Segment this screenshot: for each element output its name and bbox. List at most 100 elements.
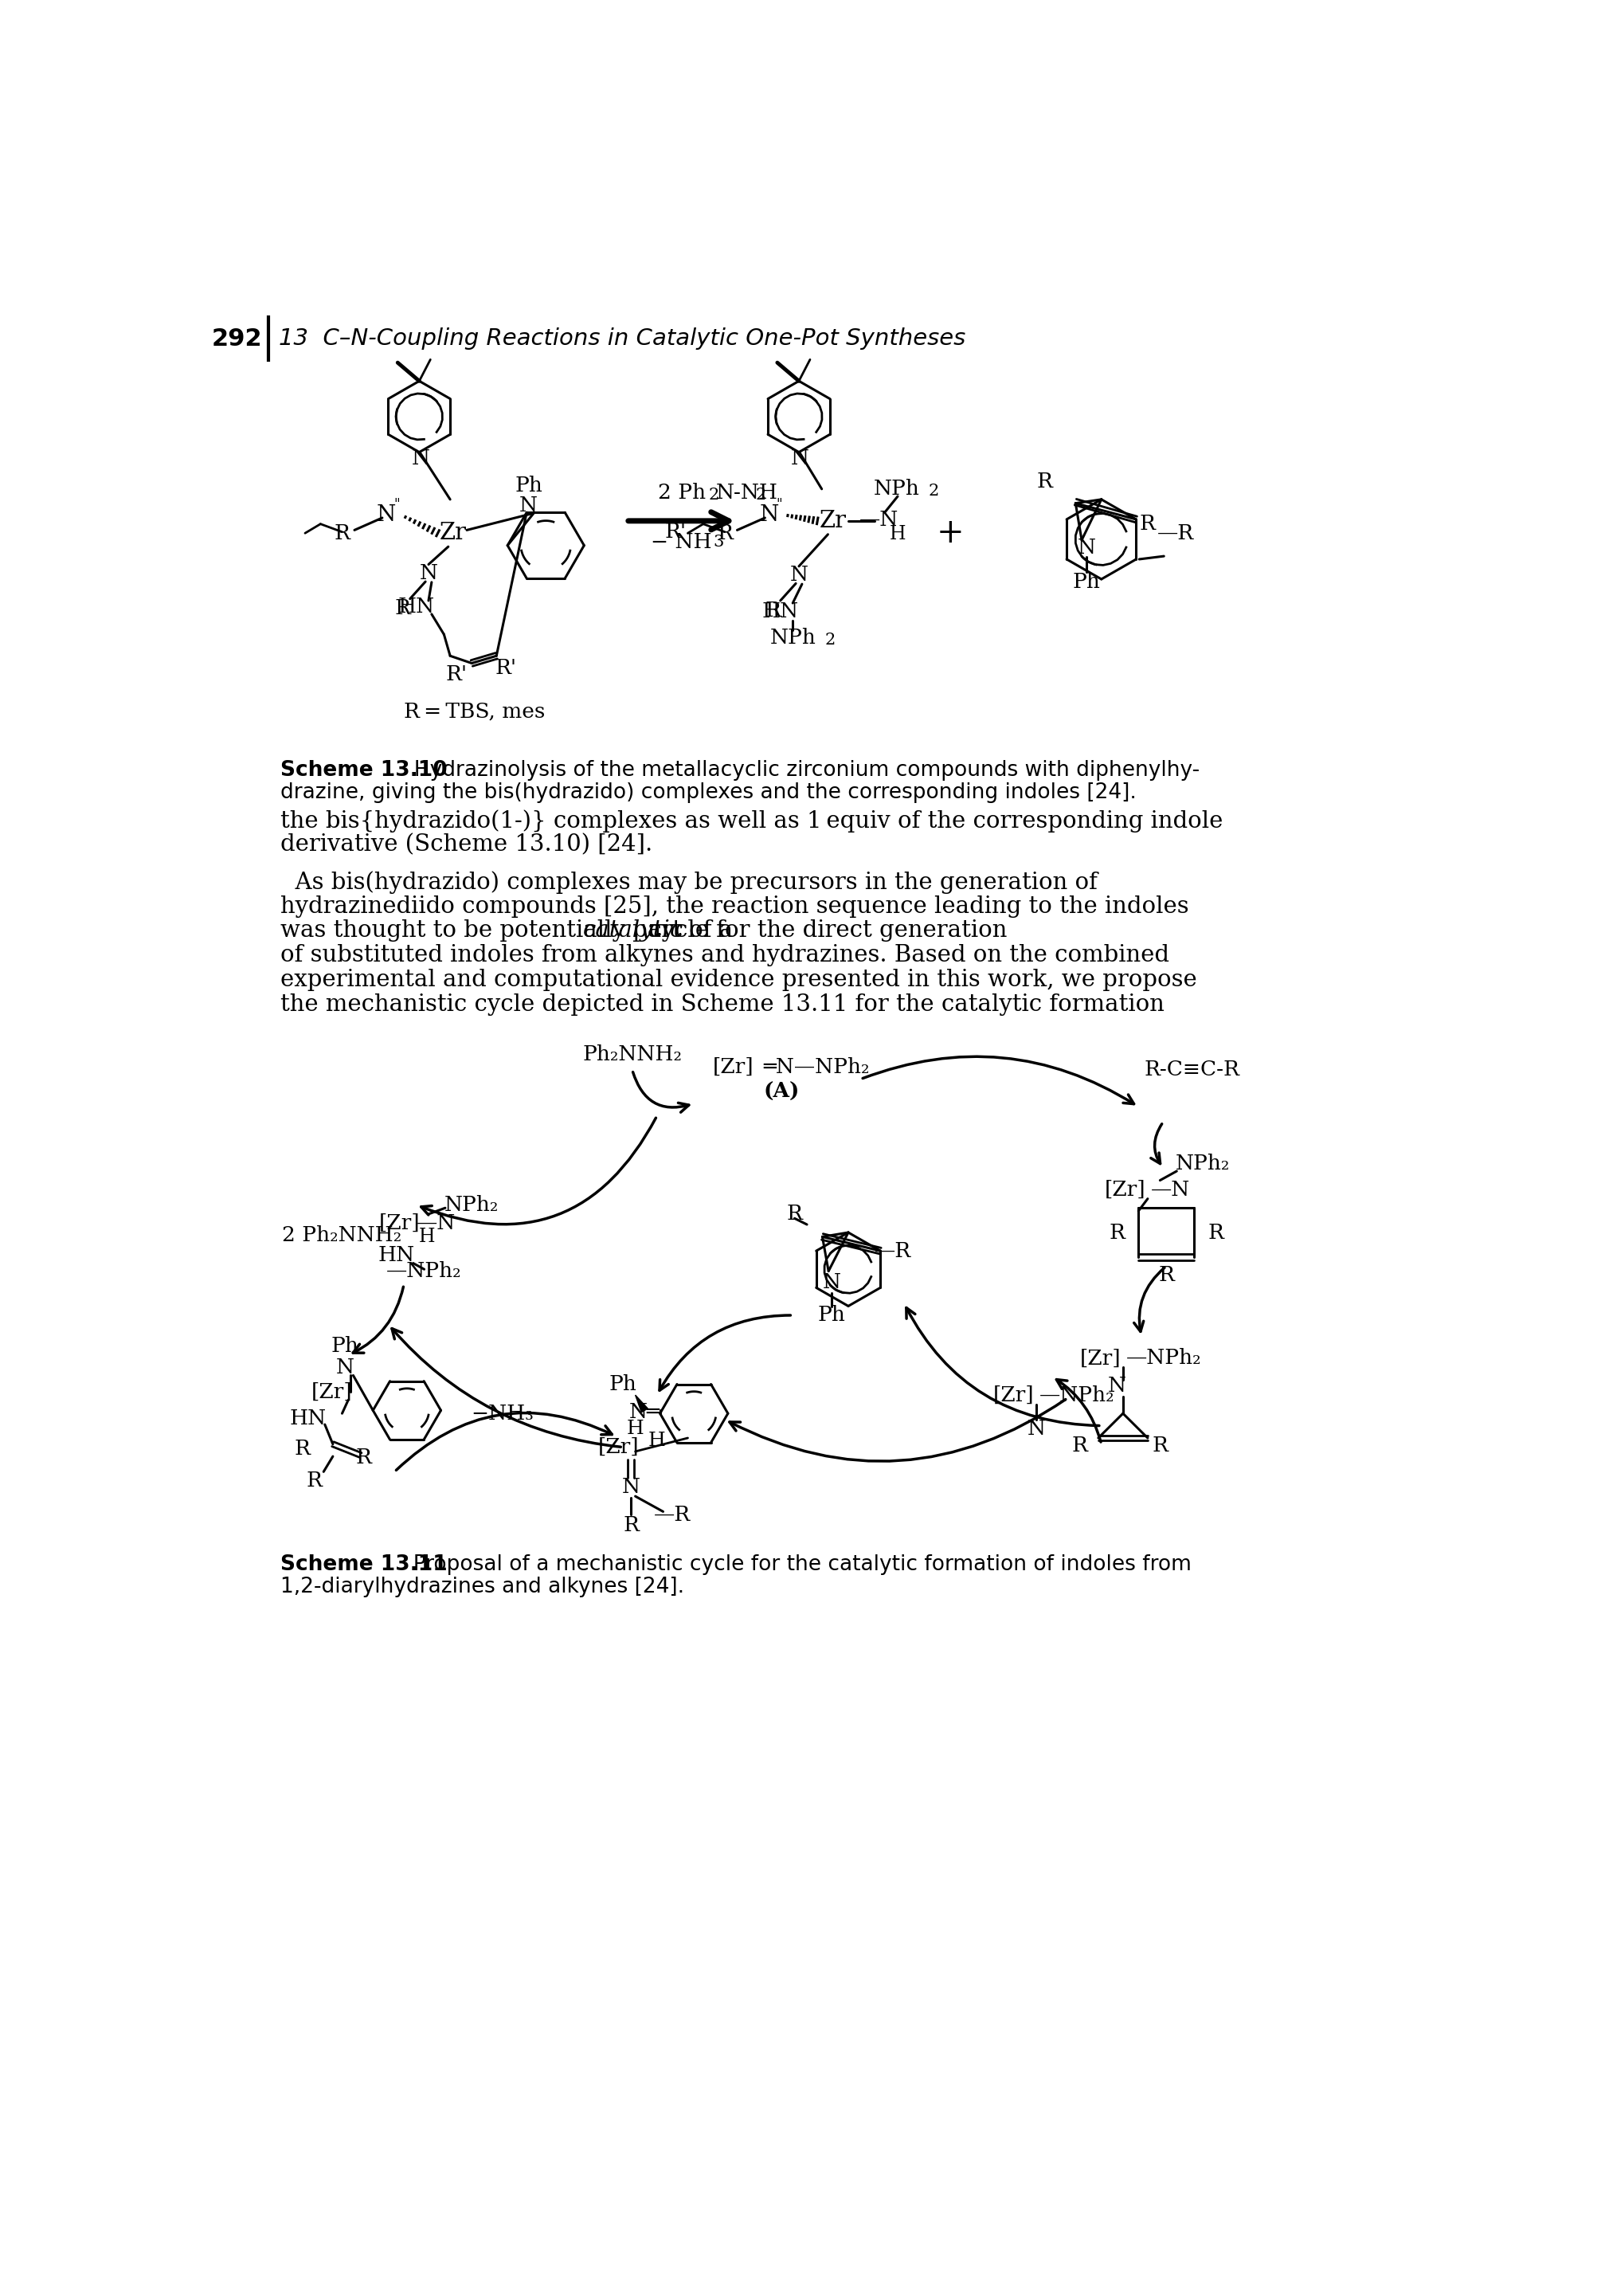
- Text: 292: 292: [211, 326, 263, 351]
- Text: N: N: [823, 1272, 841, 1293]
- Text: drazine, giving the bis(hydrazido) complexes and the corresponding indoles [24].: drazine, giving the bis(hydrazido) compl…: [280, 783, 1137, 804]
- Text: H: H: [626, 1419, 644, 1437]
- Text: R: R: [335, 523, 351, 544]
- Text: 1,2-diarylhydrazines and alkynes [24].: 1,2-diarylhydrazines and alkynes [24].: [280, 1577, 684, 1598]
- Polygon shape: [636, 1396, 648, 1412]
- Text: ": ": [776, 496, 783, 510]
- Text: ": ": [394, 496, 400, 510]
- Text: of substituted indoles from alkynes and hydrazines. Based on the combined: of substituted indoles from alkynes and …: [280, 944, 1169, 967]
- Text: [Zr]: [Zr]: [599, 1437, 639, 1458]
- Text: Ph: Ph: [608, 1373, 637, 1394]
- Text: N: N: [759, 505, 780, 526]
- Text: N: N: [419, 563, 437, 583]
- Text: NPh₂: NPh₂: [443, 1194, 498, 1215]
- Text: R: R: [765, 602, 781, 620]
- Text: Zr: Zr: [440, 521, 467, 544]
- Text: R: R: [1071, 1435, 1087, 1456]
- Text: NPh: NPh: [770, 627, 817, 647]
- Text: HN: HN: [378, 1244, 415, 1265]
- Text: +: +: [937, 517, 964, 551]
- Text: N: N: [411, 448, 429, 468]
- Text: R = TBS, mes: R = TBS, mes: [403, 700, 544, 721]
- Text: cycle for the direct generation: cycle for the direct generation: [642, 921, 1007, 941]
- Text: R: R: [306, 1472, 322, 1490]
- Text: R: R: [1109, 1221, 1126, 1242]
- Text: hydrazinediido compounds [25], the reaction sequence leading to the indoles: hydrazinediido compounds [25], the react…: [280, 895, 1190, 918]
- Text: 3: 3: [712, 535, 724, 549]
- Text: Ph: Ph: [1073, 572, 1100, 592]
- Text: N-NH: N-NH: [716, 482, 778, 503]
- Text: R: R: [1158, 1265, 1174, 1286]
- Text: 2: 2: [708, 487, 719, 503]
- Text: 2 Ph₂NNH₂: 2 Ph₂NNH₂: [282, 1226, 402, 1244]
- Text: —N: —N: [860, 510, 898, 530]
- Text: R: R: [1153, 1435, 1169, 1456]
- Text: 2: 2: [929, 484, 938, 498]
- Text: 2: 2: [825, 631, 836, 647]
- Text: ═N—NPh₂: ═N—NPh₂: [764, 1056, 869, 1077]
- Text: [Zr]: [Zr]: [379, 1212, 419, 1233]
- Text: R: R: [717, 523, 733, 544]
- Text: As bis(hydrazido) complexes may be precursors in the generation of: As bis(hydrazido) complexes may be precu…: [280, 870, 1098, 893]
- Text: derivative (Scheme 13.10) [24].: derivative (Scheme 13.10) [24].: [280, 833, 653, 856]
- Text: N: N: [621, 1476, 640, 1497]
- Text: Ph₂NNH₂: Ph₂NNH₂: [583, 1045, 682, 1065]
- Text: R: R: [1140, 514, 1156, 535]
- Text: − NH: − NH: [652, 533, 712, 551]
- Text: —NPh₂: —NPh₂: [1039, 1384, 1114, 1405]
- Text: H: H: [890, 526, 906, 544]
- Text: H: H: [648, 1433, 666, 1451]
- Text: Ph: Ph: [818, 1306, 845, 1325]
- Text: N: N: [1028, 1419, 1045, 1440]
- Text: the bis{hydrazido(1-)} complexes as well as 1 equiv of the corresponding indole: the bis{hydrazido(1-)} complexes as well…: [280, 808, 1223, 831]
- Text: —N: —N: [1151, 1180, 1190, 1199]
- Text: —R: —R: [653, 1504, 690, 1525]
- Text: experimental and computational evidence presented in this work, we propose: experimental and computational evidence …: [280, 969, 1198, 992]
- Text: N: N: [791, 448, 809, 468]
- Text: Ph: Ph: [331, 1336, 359, 1357]
- Text: N: N: [519, 496, 538, 517]
- Text: R': R': [445, 664, 467, 684]
- Text: HN: HN: [290, 1407, 327, 1428]
- Text: Scheme 13.10: Scheme 13.10: [280, 760, 447, 781]
- Text: [Zr]: [Zr]: [311, 1382, 352, 1403]
- Text: N═: N═: [629, 1403, 660, 1421]
- Text: [Zr]: [Zr]: [712, 1056, 754, 1077]
- Text: R: R: [395, 599, 410, 618]
- Text: NPh₂: NPh₂: [1175, 1155, 1230, 1173]
- Text: HN: HN: [397, 597, 434, 618]
- Text: Hydrazinolysis of the metallacyclic zirconium compounds with diphenylhy-: Hydrazinolysis of the metallacyclic zirc…: [400, 760, 1199, 781]
- Text: N: N: [1108, 1375, 1126, 1396]
- Text: catalytic: catalytic: [583, 921, 684, 941]
- Text: N: N: [376, 505, 397, 526]
- Text: NPh: NPh: [874, 480, 919, 498]
- Text: R': R': [664, 521, 687, 542]
- Text: Zr: Zr: [820, 510, 847, 533]
- Text: HN: HN: [762, 602, 799, 622]
- Text: H: H: [419, 1228, 435, 1247]
- Text: −NH₃: −NH₃: [471, 1403, 535, 1424]
- Text: 13  C–N-Coupling Reactions in Catalytic One-Pot Syntheses: 13 C–N-Coupling Reactions in Catalytic O…: [279, 328, 965, 349]
- Text: —N: —N: [416, 1212, 455, 1233]
- Text: R': R': [495, 659, 517, 677]
- Text: [Zr]: [Zr]: [1105, 1180, 1146, 1199]
- Text: 2 Ph: 2 Ph: [658, 482, 706, 503]
- Text: R: R: [355, 1449, 371, 1467]
- Text: R: R: [623, 1515, 639, 1536]
- Text: [Zr]: [Zr]: [1079, 1348, 1121, 1368]
- Text: 2: 2: [756, 487, 767, 503]
- Text: —NPh₂: —NPh₂: [386, 1261, 461, 1281]
- Text: Ph: Ph: [514, 475, 543, 496]
- Text: —R: —R: [874, 1240, 911, 1261]
- Text: (A): (A): [764, 1081, 799, 1102]
- Text: Proposal of a mechanistic cycle for the catalytic formation of indoles from: Proposal of a mechanistic cycle for the …: [400, 1554, 1191, 1575]
- Text: R: R: [295, 1440, 311, 1458]
- Text: N: N: [1077, 537, 1095, 558]
- Text: [Zr]: [Zr]: [993, 1384, 1034, 1405]
- Text: R: R: [786, 1203, 802, 1224]
- Text: N: N: [789, 565, 809, 585]
- Text: —NPh₂: —NPh₂: [1126, 1348, 1201, 1368]
- Text: R: R: [1207, 1221, 1223, 1242]
- Text: —R: —R: [1158, 523, 1194, 544]
- Text: was thought to be potentially part of a: was thought to be potentially part of a: [280, 921, 740, 941]
